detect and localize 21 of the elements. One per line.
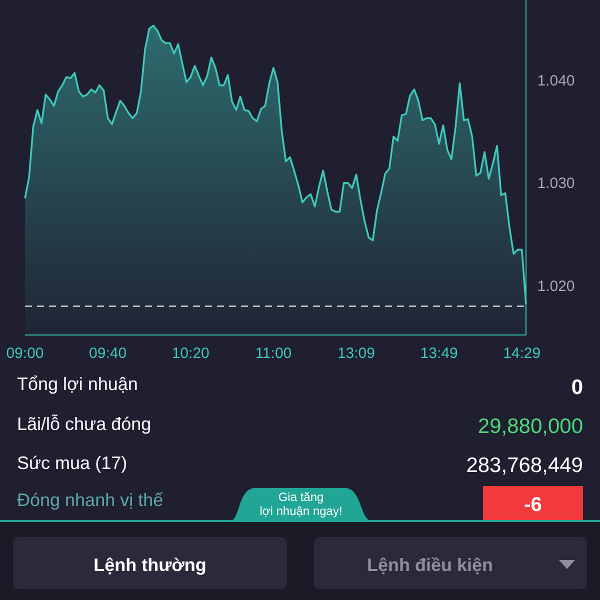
text: Lệnh thường xyxy=(94,555,206,575)
y-tick-label: 1.020 xyxy=(537,278,575,295)
text: Lệnh điều kiện xyxy=(366,555,494,575)
text: 283,768,449 xyxy=(466,454,583,477)
x-tick-label: 10:20 xyxy=(172,345,210,362)
text: Tổng lợi nhuận xyxy=(17,374,138,394)
text: Gia tăng lợi nhuận ngay! xyxy=(260,490,342,518)
text: Sức mua (17) xyxy=(17,453,128,473)
text: Đóng nhanh vị thế xyxy=(17,490,164,510)
x-tick-label: 13:49 xyxy=(420,345,458,362)
x-tick-label: 11:00 xyxy=(255,345,292,362)
text: Lãi/lỗ chưa đóng xyxy=(17,414,152,434)
text: -6 xyxy=(524,494,542,516)
x-tick-label: 09:00 xyxy=(6,345,44,362)
y-tick-label: 1.040 xyxy=(537,72,575,90)
text: 29,880,000 xyxy=(478,415,583,438)
x-tick-label: 13:09 xyxy=(337,345,376,362)
x-tick-label: 14:29 xyxy=(503,345,541,362)
text: 0 xyxy=(571,376,583,399)
x-tick-label: 09:40 xyxy=(89,345,127,362)
y-tick-label: 1.030 xyxy=(537,175,575,192)
